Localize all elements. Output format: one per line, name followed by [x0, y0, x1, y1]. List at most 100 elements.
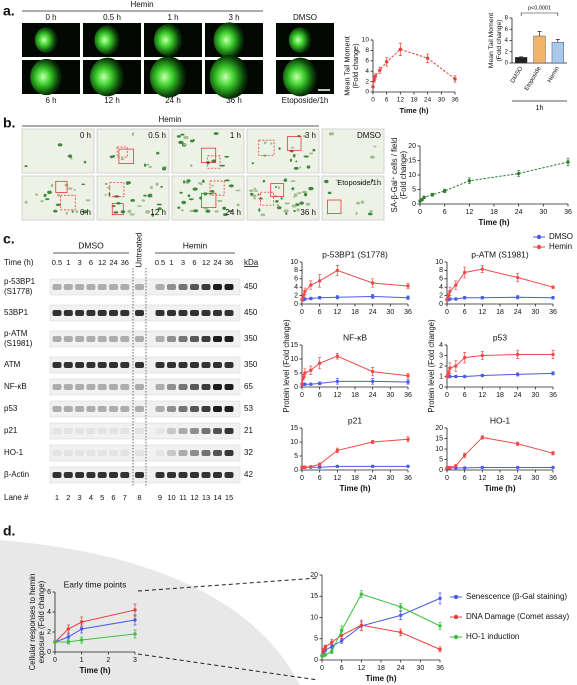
legend-label: DNA Damage (Comet assay)	[466, 612, 569, 621]
band	[135, 428, 144, 434]
y-axis-label: (Fold change)	[496, 20, 503, 62]
y-tick-label: 5	[294, 370, 298, 377]
cell	[217, 199, 223, 203]
cell	[356, 201, 360, 205]
data-point	[309, 382, 313, 386]
x-tick-label: 24	[369, 475, 377, 482]
data-point	[551, 451, 555, 455]
blot-strip	[49, 400, 241, 418]
cell	[258, 197, 263, 200]
x-tick-label: 36	[404, 392, 412, 399]
cell	[303, 155, 309, 158]
cell	[85, 199, 91, 202]
series-line	[54, 619, 136, 643]
x-tick-label: 18	[496, 392, 504, 399]
cell	[183, 135, 189, 140]
cell	[223, 213, 228, 217]
band	[52, 450, 62, 456]
cell	[369, 155, 375, 159]
band	[224, 362, 234, 368]
band	[201, 472, 211, 478]
y-tick-label: 0	[505, 61, 509, 67]
data-point	[323, 645, 327, 649]
cell	[280, 196, 283, 200]
time-label: 12	[202, 258, 210, 267]
cell	[297, 192, 302, 194]
data-point	[398, 630, 403, 635]
bar	[533, 35, 546, 64]
inset-box	[111, 203, 124, 216]
data-point	[406, 464, 410, 469]
cell	[358, 181, 362, 185]
data-point	[359, 592, 364, 596]
error-bar	[537, 31, 542, 36]
y-axis-label: (Fold change)	[399, 151, 408, 200]
cell	[55, 203, 62, 207]
band	[75, 384, 85, 390]
data-point	[335, 448, 340, 453]
band	[135, 310, 144, 316]
data-point	[321, 648, 326, 652]
chart-title: p-ATM (S1981)	[471, 249, 529, 259]
x-tick-label: 3	[133, 657, 137, 664]
series-line	[54, 609, 136, 643]
y-tick-label: 6	[294, 276, 298, 283]
band	[135, 450, 144, 456]
band	[201, 310, 211, 316]
chart-title: HO-1	[490, 415, 511, 425]
x-tick-label: Etoposide	[524, 65, 543, 92]
data-point	[551, 285, 555, 289]
panel-label: d.	[3, 523, 15, 539]
data-point	[370, 440, 375, 444]
data-point	[438, 647, 442, 652]
x-tick-label: 36	[404, 475, 412, 482]
x-axis-label: Time (h)	[80, 666, 111, 675]
comet	[282, 57, 318, 97]
cell	[35, 193, 39, 196]
cell	[235, 189, 241, 192]
y-axis-label: (Fold change)	[351, 43, 360, 88]
y-tick-label: 5	[439, 456, 443, 463]
x-tick-label: 18	[351, 392, 359, 399]
cell	[68, 154, 73, 158]
protein-label: 53BP1	[4, 308, 29, 317]
cell	[251, 162, 255, 165]
x-tick-label: 18	[496, 309, 504, 316]
inset-box	[207, 155, 221, 169]
cell	[324, 179, 329, 184]
data-point	[438, 596, 442, 601]
cell	[290, 146, 295, 149]
time-label: 3	[181, 258, 185, 267]
y-tick-label: 0	[439, 301, 443, 308]
cell	[40, 199, 44, 203]
data-point	[448, 289, 452, 294]
y-tick-label: 0	[294, 301, 298, 308]
y-tick-label: 6	[439, 276, 443, 283]
data-point	[370, 294, 375, 299]
cell	[249, 189, 254, 193]
data-point	[133, 618, 137, 622]
band	[120, 310, 130, 316]
cell	[228, 210, 234, 213]
y-tick-label: 6	[365, 58, 369, 65]
band	[52, 406, 62, 412]
band	[178, 428, 188, 434]
cell	[258, 208, 261, 212]
panel-label: c.	[3, 231, 15, 247]
cell	[47, 190, 52, 195]
data-point	[309, 296, 313, 301]
treatment-label: Hemin	[158, 115, 181, 124]
cell	[284, 202, 290, 205]
cell	[127, 209, 132, 214]
cell	[73, 188, 76, 191]
cell	[367, 212, 373, 216]
data-point	[300, 382, 304, 386]
x-tick-label: 0	[320, 665, 324, 672]
time-label: 6	[192, 258, 196, 267]
band	[109, 384, 118, 390]
band	[201, 450, 211, 456]
data-point	[454, 464, 458, 468]
cell	[82, 210, 88, 214]
band	[224, 310, 234, 316]
